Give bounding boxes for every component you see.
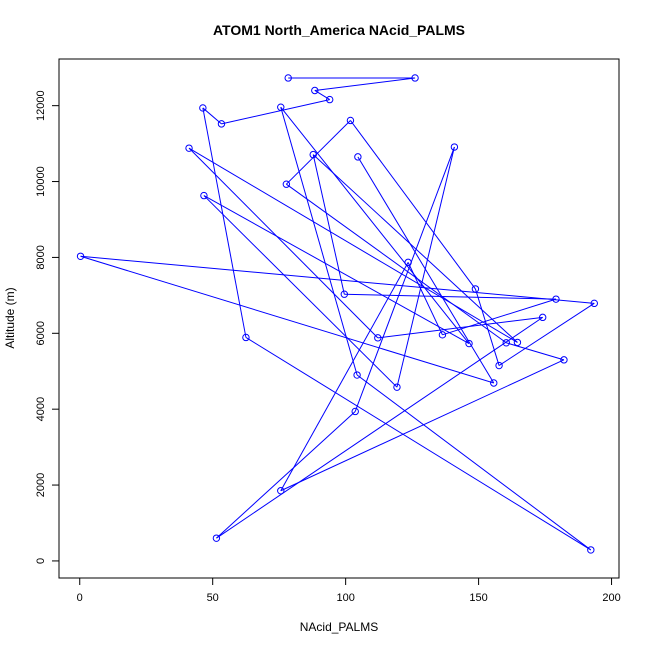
data-point (465, 339, 473, 348)
data-point (76, 252, 85, 260)
series-segment (188, 147, 379, 339)
data-point (277, 103, 285, 111)
series-segment (203, 195, 470, 344)
data-point (374, 334, 382, 342)
data-point (560, 356, 568, 364)
data-point (277, 487, 285, 495)
series-segment (442, 298, 557, 336)
data-points (76, 74, 598, 554)
series-line (80, 77, 595, 551)
series-segment (356, 374, 592, 551)
series-segment (474, 288, 500, 366)
series-segment (506, 342, 565, 361)
series-segment (216, 411, 356, 539)
data-point (502, 339, 510, 347)
x-tick-label: 100 (336, 592, 354, 604)
y-tick-label: 4000 (35, 397, 47, 421)
y-axis: 0 2000 4000 6000 8000 10000 12000 (35, 90, 60, 564)
y-tick-label: 6000 (35, 321, 47, 345)
series-segment (286, 183, 507, 344)
data-point (217, 120, 226, 128)
data-point (185, 144, 193, 152)
series-segment (80, 255, 494, 384)
series-segment (203, 195, 398, 388)
data-point (351, 407, 359, 416)
data-point (587, 546, 595, 554)
data-point (552, 295, 560, 303)
series-segment (396, 146, 455, 388)
data-point (513, 338, 522, 347)
data-point (284, 74, 292, 82)
data-point (199, 104, 207, 112)
data-point (309, 150, 317, 159)
data-point (411, 74, 419, 82)
x-tick-label: 200 (602, 592, 620, 604)
data-point (495, 361, 503, 370)
x-tick-label: 50 (207, 592, 219, 604)
series-segment (280, 106, 470, 344)
data-point (311, 86, 319, 95)
x-tick-label: 150 (469, 592, 487, 604)
series-segment (314, 90, 330, 101)
series-segment (357, 156, 495, 384)
data-point (353, 371, 361, 379)
series-segment (498, 302, 595, 366)
series-segment (314, 77, 416, 91)
data-point (212, 534, 221, 542)
data-point (282, 180, 291, 188)
y-axis-label: Altitude (m) (3, 287, 17, 348)
x-tick-label: 0 (77, 592, 83, 604)
y-tick-label: 2000 (35, 473, 47, 497)
y-tick-label: 12000 (35, 90, 47, 121)
series-segment (202, 107, 222, 125)
series-segment (280, 107, 358, 376)
data-point (393, 383, 401, 391)
data-point (340, 290, 349, 298)
series-segment (350, 120, 476, 290)
series-segment (312, 154, 518, 343)
data-point (471, 285, 480, 293)
data-point (200, 191, 208, 200)
data-point (354, 153, 362, 161)
data-point (450, 143, 459, 151)
x-axis-label: NAcid_PALMS (300, 620, 378, 634)
data-point (404, 258, 412, 267)
y-tick-label: 10000 (35, 166, 47, 197)
data-point (325, 95, 334, 104)
series-segment (344, 293, 556, 300)
y-tick-label: 8000 (35, 245, 47, 269)
series-segment (188, 147, 518, 343)
series-segment (407, 262, 443, 336)
data-point (490, 379, 498, 387)
series-segment (280, 262, 409, 491)
data-point (346, 116, 355, 125)
series-segment (245, 337, 592, 551)
y-tick-label: 0 (35, 558, 47, 564)
series-segment (354, 146, 455, 412)
series-segment (202, 107, 247, 338)
data-point (242, 333, 250, 342)
series-segment (221, 99, 330, 125)
series-segment (312, 154, 345, 295)
series-segment (280, 359, 565, 492)
x-axis: 0 50 100 150 200 (77, 577, 621, 604)
data-point (538, 313, 547, 322)
data-point (438, 331, 447, 339)
series-segment (80, 255, 595, 304)
data-point (590, 299, 598, 308)
chart-title: ATOM1 North_America NAcid_PALMS (213, 22, 465, 38)
series-segment (216, 316, 543, 539)
series-segment (285, 120, 351, 185)
